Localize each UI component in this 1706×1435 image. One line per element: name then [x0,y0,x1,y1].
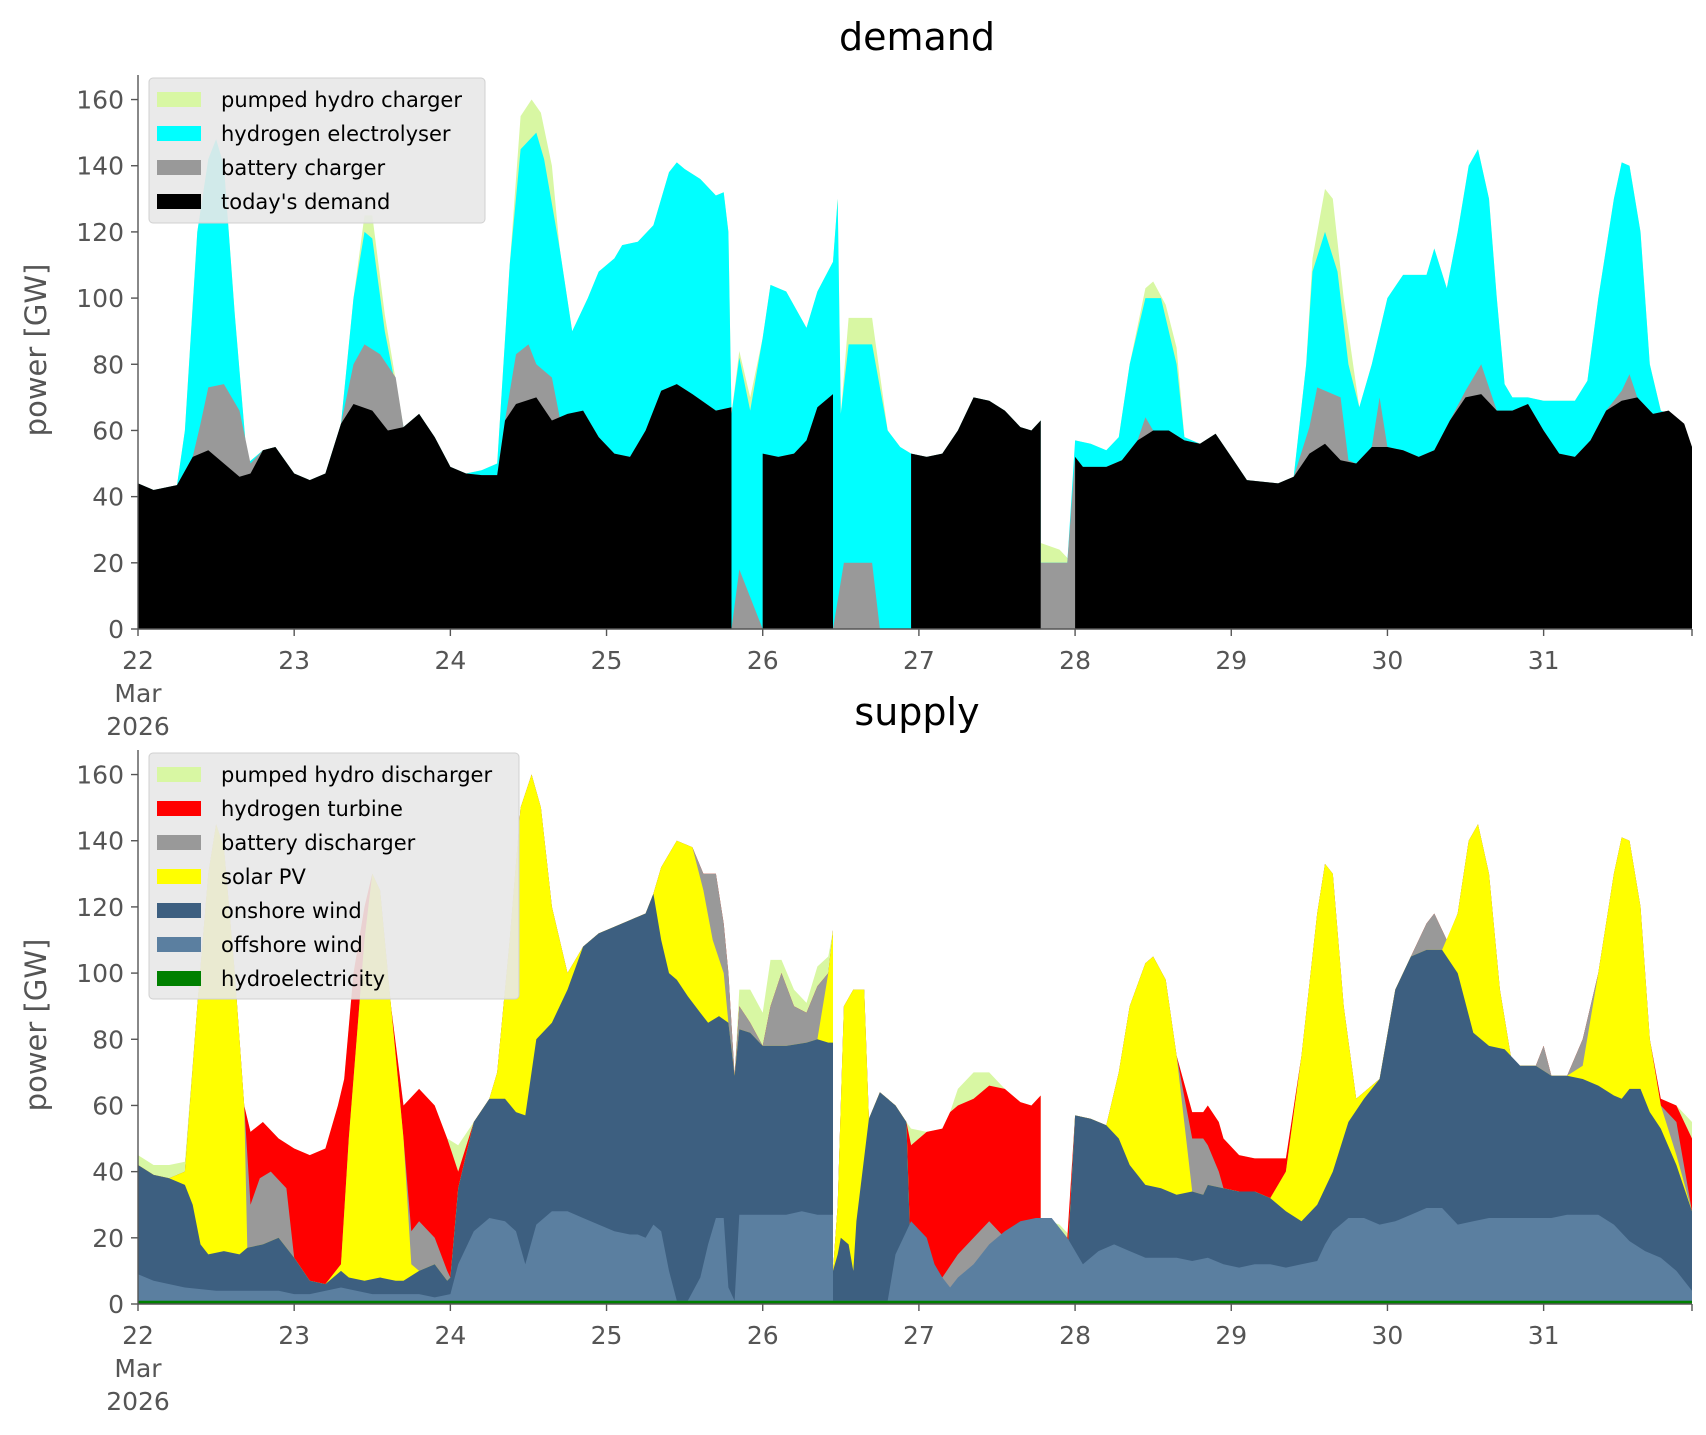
legend-label: hydrogen electrolyser [221,122,451,146]
legend-label: offshore wind [221,933,363,957]
y-tick-label: 20 [92,1224,124,1253]
legend-swatch [157,160,201,175]
y-tick-label: 140 [76,827,124,856]
legend-box [148,752,520,1000]
x-tick-label: 25 [591,1321,623,1350]
y-tick-label: 100 [76,284,124,313]
legend-swatch [157,971,201,986]
y-tick-label: 120 [76,218,124,247]
legend-entry-battery-charger: battery charger [157,156,386,180]
legend-entry-offshore-wind: offshore wind [157,933,363,957]
x-tick-label: 30 [1372,646,1404,675]
legend-entry-hydrogen-electrolyser: hydrogen electrolyser [157,122,451,146]
supply-y-axis-label: power [GW] [19,939,53,1112]
y-tick-label: 60 [92,416,124,445]
legend-swatch [157,937,201,952]
x-tick-label: 24 [434,1321,466,1350]
area-hydroelectricity [138,1300,1692,1304]
legend-label: today's demand [221,190,390,214]
demand-area-series [138,99,1692,629]
legend-entry-hydroelectricity: hydroelectricity [157,967,385,991]
x-tick-label: 23 [278,646,310,675]
x-tick-label: 29 [1215,646,1247,675]
legend-box [148,77,486,224]
supply-axes: 0 20 40 60 80 100 120 140 160 22 Mar 2026 23 24 25 26 27… [76,750,1693,1416]
legend-label: solar PV [221,865,306,889]
x-tick-label: 22 Mar 2026 [106,1321,170,1416]
legend-label: hydroelectricity [221,967,385,991]
x-tick-label: 27 [903,1321,935,1350]
legend-swatch [157,801,201,816]
legend-swatch [157,126,201,141]
legend-swatch [157,835,201,850]
area-today-s-demand [138,384,1692,629]
y-tick-label: 0 [108,1290,124,1319]
supply-chart: supply 0 20 40 60 80 100 120 140 160 22 Mar 2026 23 2… [19,690,1693,1416]
legend-swatch [157,903,201,918]
x-tick-label: 26 [747,646,779,675]
y-tick-label: 140 [76,152,124,181]
y-tick-label: 60 [92,1091,124,1120]
legend-entry-today-s-demand: today's demand [157,190,390,214]
chart-title-supply: supply [854,690,979,734]
x-tick-label: 25 [591,646,623,675]
x-tick-label: 24 [434,646,466,675]
x-tick-label: 31 [1528,1321,1560,1350]
y-tick-label: 120 [76,893,124,922]
y-tick-label: 80 [92,1025,124,1054]
demand-axes: 0 20 40 60 80 100 120 140 160 22 Mar 2026 23 24 25 26 27… [76,75,1693,741]
legend-entry-battery-discharger: battery discharger [157,831,416,855]
x-tick-label: 31 [1528,646,1560,675]
demand-y-axis-label: power [GW] [19,264,53,437]
legend-entry-pumped-hydro-discharger: pumped hydro discharger [157,763,492,787]
supply-area-series [138,774,1692,1304]
area-offshore-wind [138,1208,1692,1304]
y-tick-label: 40 [92,1158,124,1187]
y-tick-label: 160 [76,761,124,790]
legend-label: onshore wind [221,899,362,923]
legend-label: pumped hydro charger [221,88,462,112]
demand-chart: demand 0 20 40 60 80 100 120 140 160 22 Mar 2026 23 2… [19,15,1693,741]
legend-entry-pumped-hydro-charger: pumped hydro charger [157,88,462,112]
legend-label: pumped hydro discharger [221,763,492,787]
y-tick-label: 40 [92,483,124,512]
legend-swatch [157,194,201,209]
legend-swatch [157,92,201,107]
legend-entry-hydrogen-turbine: hydrogen turbine [157,797,403,821]
x-tick-label: 28 [1059,1321,1091,1350]
x-tick-label: 29 [1215,1321,1247,1350]
y-tick-label: 160 [76,86,124,115]
demand-legend: pumped hydro charger hydrogen electrolyse… [148,77,486,224]
x-tick-label: 30 [1372,1321,1404,1350]
x-tick-label: 23 [278,1321,310,1350]
x-tick-label: 22 Mar 2026 [106,646,170,741]
legend-label: battery charger [221,156,386,180]
legend-label: hydrogen turbine [221,797,403,821]
chart-title-demand: demand [839,15,995,59]
area-onshore-wind [138,893,1692,1304]
supply-legend: pumped hydro discharger hydrogen turbine b… [148,752,520,1000]
y-tick-label: 0 [108,615,124,644]
legend-swatch [157,869,201,884]
y-tick-label: 20 [92,549,124,578]
legend-entry-solar-pv: solar PV [157,865,306,889]
legend-label: battery discharger [221,831,416,855]
y-tick-label: 80 [92,350,124,379]
legend-swatch [157,767,201,782]
y-tick-label: 100 [76,959,124,988]
x-tick-label: 27 [903,646,935,675]
x-tick-label: 28 [1059,646,1091,675]
x-tick-label: 26 [747,1321,779,1350]
legend-entry-onshore-wind: onshore wind [157,899,362,923]
